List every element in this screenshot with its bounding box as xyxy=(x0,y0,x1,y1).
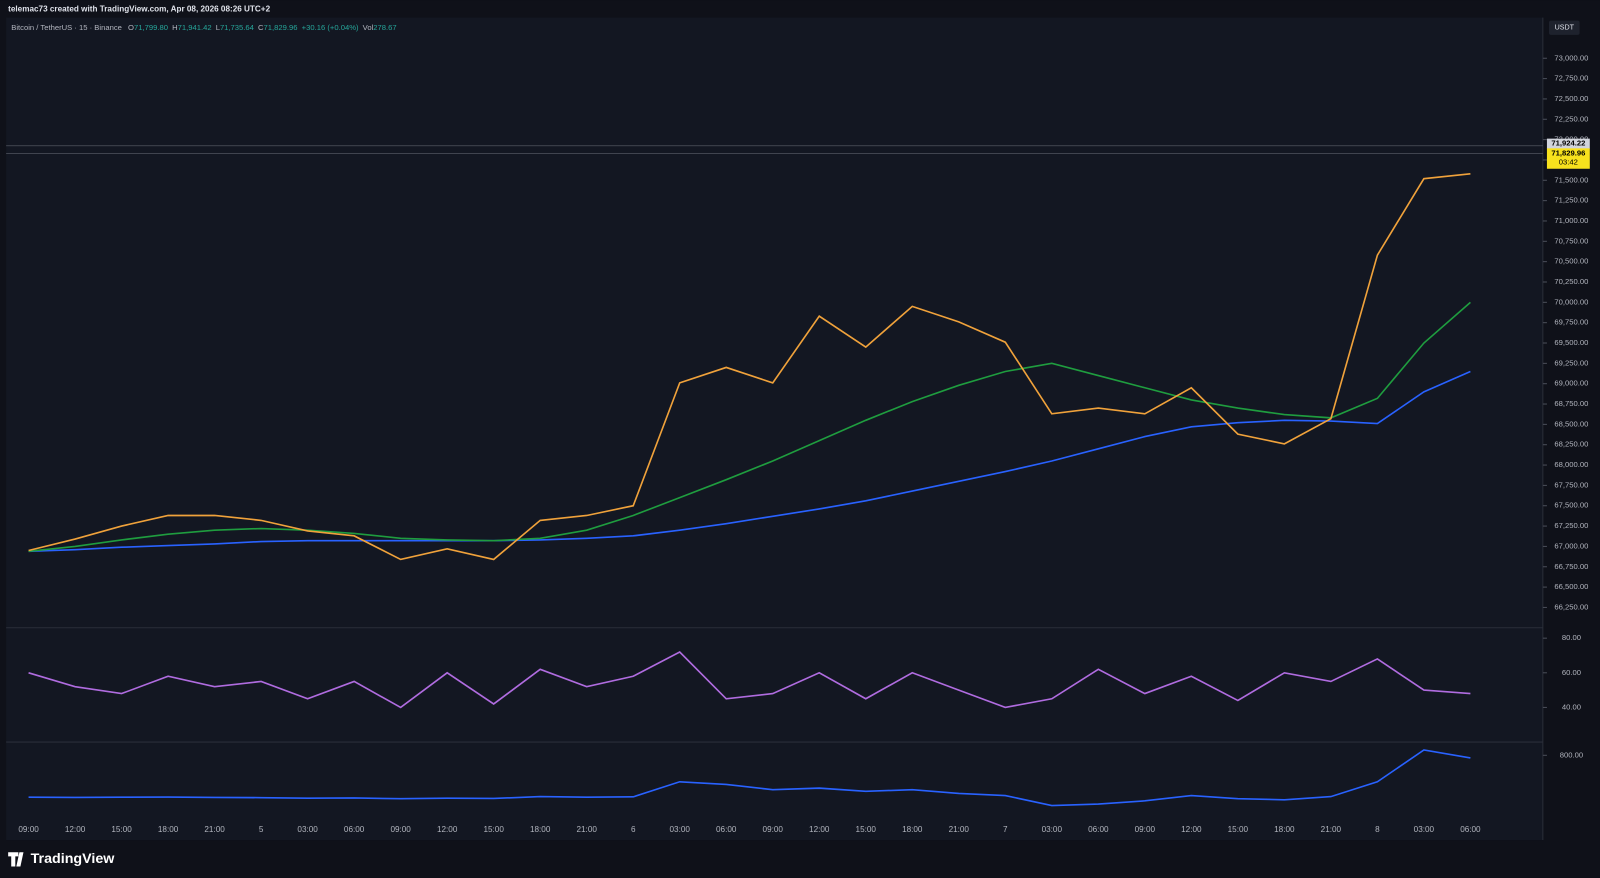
price-tag xyxy=(1546,138,1590,149)
x-tick-label: 18:00 xyxy=(902,825,923,834)
currency-box xyxy=(1548,20,1580,35)
x-tick-label: 21:00 xyxy=(204,825,225,834)
y-tick-label: 66,750.00 xyxy=(1554,562,1588,571)
symbol: Bitcoin / TetherUS · 15 · Binance xyxy=(11,23,122,32)
x-tick-label: 12:00 xyxy=(437,825,458,834)
y-tick-label: 73,000.00 xyxy=(1554,53,1588,62)
series-line xyxy=(28,749,1471,807)
x-tick-label: 03:00 xyxy=(1042,825,1063,834)
y-tick-label: 68,000.00 xyxy=(1554,460,1588,469)
x-tick-label: 18:00 xyxy=(158,825,179,834)
x-tick-label: 12:00 xyxy=(809,825,830,834)
x-tick-label: 06:00 xyxy=(344,825,365,834)
field-key: Vol xyxy=(363,23,374,32)
x-tick-label: 09:00 xyxy=(763,825,784,834)
x-tick-label: 15:00 xyxy=(1228,825,1249,834)
series-line xyxy=(28,172,1471,561)
x-tick-label: 8 xyxy=(1375,825,1380,834)
x-tick-label: 09:00 xyxy=(390,825,411,834)
y-tick-label: 69,250.00 xyxy=(1554,358,1588,367)
field-key: O xyxy=(128,23,134,32)
series-line xyxy=(28,370,1471,553)
x-tick-label: 6 xyxy=(631,825,636,834)
price-tag-label: 71,829.96 xyxy=(1551,148,1585,157)
y-tick-label: 67,500.00 xyxy=(1554,501,1588,510)
y-tick-label: 40.00 xyxy=(1562,702,1581,711)
y-tick-label: 68,750.00 xyxy=(1554,399,1588,408)
x-tick-label: 18:00 xyxy=(1274,825,1295,834)
y-tick-label: 67,250.00 xyxy=(1554,521,1588,530)
field-key: L xyxy=(216,23,220,32)
x-tick-label: 18:00 xyxy=(530,825,551,834)
field-value: 71,735.64 xyxy=(220,23,255,32)
y-tick-label: 68,500.00 xyxy=(1554,419,1588,428)
y-tick-label: 70,750.00 xyxy=(1554,236,1588,245)
series-line xyxy=(28,301,1471,553)
x-tick-label: 7 xyxy=(1003,825,1008,834)
logo xyxy=(8,852,24,867)
y-tick-label: 60.00 xyxy=(1562,668,1581,677)
x-tick-label: 12:00 xyxy=(1181,825,1202,834)
y-tick-label: 66,250.00 xyxy=(1554,602,1588,611)
x-tick-label: 09:00 xyxy=(18,825,39,834)
y-tick-label: 800.00 xyxy=(1560,750,1583,759)
field-value: 71,799.80 xyxy=(134,23,168,32)
field-value: 71,829.96 xyxy=(264,23,298,32)
y-tick-label: 80.00 xyxy=(1562,633,1581,642)
x-tick-label: 21:00 xyxy=(1321,825,1342,834)
currency: USDT xyxy=(1555,24,1575,32)
y-tick-label: 67,750.00 xyxy=(1554,480,1588,489)
y-tick-label: 71,250.00 xyxy=(1554,196,1588,205)
y-tick-label: 72,250.00 xyxy=(1554,114,1588,123)
x-tick-label: 21:00 xyxy=(949,825,970,834)
plot-area xyxy=(6,17,1543,841)
credit: telemac73 created with TradingView.com, … xyxy=(8,5,270,14)
field-value: 71,941.42 xyxy=(178,23,212,32)
field-key: C xyxy=(258,23,264,32)
x-tick-label: 15:00 xyxy=(483,825,504,834)
y-tick-label: 70,500.00 xyxy=(1554,257,1588,266)
y-tick-label: 67,000.00 xyxy=(1554,541,1588,550)
y-tick-label: 70,000.00 xyxy=(1554,297,1588,306)
x-tick-label: 03:00 xyxy=(670,825,691,834)
field-key: H xyxy=(172,23,178,32)
x-tick-label: 03:00 xyxy=(297,825,318,834)
y-tick-label: 72,500.00 xyxy=(1554,94,1588,103)
y-tick-label: 71,000.00 xyxy=(1554,216,1588,225)
countdown: 03:42 xyxy=(1559,158,1578,167)
y-tick-label: 68,250.00 xyxy=(1554,440,1588,449)
y-tick-label: 69,000.00 xyxy=(1554,379,1588,388)
y-tick-label: 72,750.00 xyxy=(1554,74,1588,83)
brand: TradingView xyxy=(31,851,116,867)
x-tick-label: 5 xyxy=(259,825,264,834)
field-value: 278.67 xyxy=(373,23,396,32)
price-tag-label: 71,924.22 xyxy=(1551,139,1585,148)
x-tick-label: 03:00 xyxy=(1414,825,1435,834)
x-tick-label: 09:00 xyxy=(1135,825,1156,834)
x-tick-label: 21:00 xyxy=(576,825,597,834)
series-line xyxy=(28,651,1471,709)
y-tick-label: 71,500.00 xyxy=(1554,175,1588,184)
x-tick-label: 06:00 xyxy=(1088,825,1109,834)
x-tick-label: 15:00 xyxy=(111,825,132,834)
y-tick-label: 66,500.00 xyxy=(1554,582,1588,591)
price-tag xyxy=(1546,148,1590,169)
x-tick-label: 06:00 xyxy=(1460,825,1481,834)
x-tick-label: 12:00 xyxy=(65,825,86,834)
y-tick-label: 69,750.00 xyxy=(1554,318,1588,327)
y-tick-label: 69,500.00 xyxy=(1554,338,1588,347)
x-tick-label: 06:00 xyxy=(716,825,737,834)
field-value: +30.16 (+0.04%) xyxy=(302,23,359,32)
x-tick-label: 15:00 xyxy=(856,825,877,834)
y-tick-label: 70,250.00 xyxy=(1554,277,1588,286)
